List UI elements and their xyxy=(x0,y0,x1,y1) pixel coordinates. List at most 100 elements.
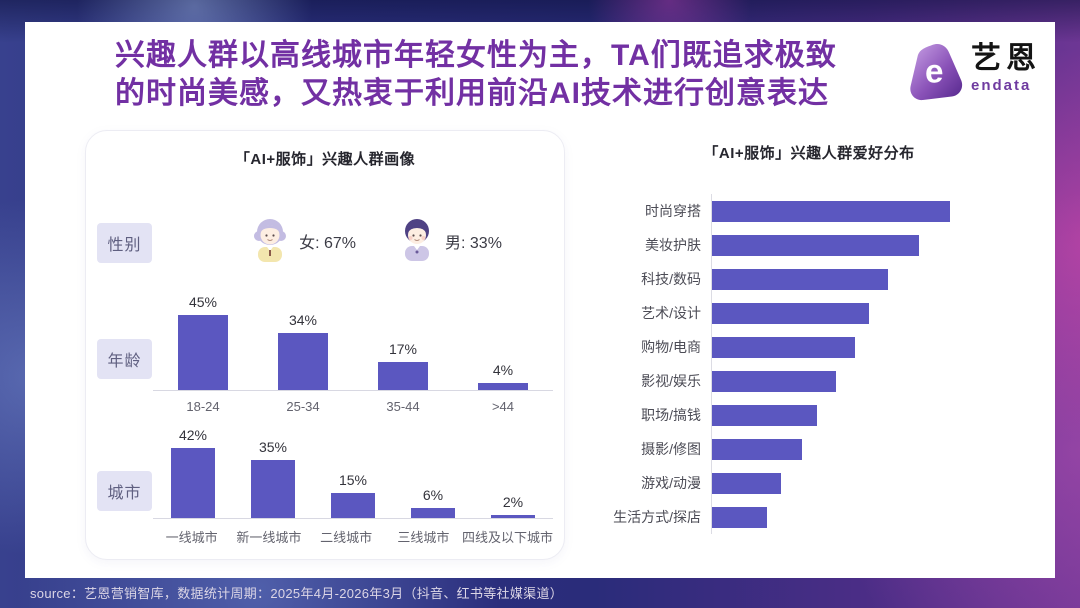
value-label: 17% xyxy=(388,340,418,357)
hobby-label: 购物/电商 xyxy=(641,339,701,355)
bar-column: 45% xyxy=(153,294,253,390)
gender-section-label: 性别 xyxy=(97,223,152,263)
bar xyxy=(712,404,817,426)
endata-logo-icon: e xyxy=(908,42,964,107)
male-percentage: 男: 33% xyxy=(445,235,502,252)
bar-column: 42% xyxy=(153,427,233,518)
bar xyxy=(712,472,782,494)
category-label: 二线城市 xyxy=(320,530,373,545)
bar xyxy=(712,200,950,222)
age-bar-chart: 45% 34% 17% 4% 18-24 25-34 35-44 >44 xyxy=(153,291,553,414)
category-label: 18-24 xyxy=(186,399,220,414)
age-section-label: 年龄 xyxy=(97,339,152,379)
bar-column: 17% xyxy=(353,341,453,390)
logo-cn-text: 艺恩 xyxy=(971,42,1041,75)
bar xyxy=(331,493,375,518)
city-section-label: 城市 xyxy=(97,471,152,511)
bar-column: 35% xyxy=(233,439,313,518)
hobby-label: 时尚穿搭 xyxy=(645,203,701,219)
bar xyxy=(478,383,528,390)
svg-text:e: e xyxy=(925,54,944,91)
hobby-row: 购物/电商 xyxy=(603,330,1055,364)
hobby-row: 科技/数码 xyxy=(603,262,1055,296)
hobby-label: 影视/娱乐 xyxy=(641,373,701,389)
page-title: 兴趣人群以高线城市年轻女性为主，TA们既追求极致 的时尚美感，又热衷于利用前沿A… xyxy=(115,37,837,113)
category-label: 一线城市 xyxy=(165,530,218,545)
bar-track xyxy=(711,398,1055,432)
bar xyxy=(171,448,215,518)
category-label: 三线城市 xyxy=(397,530,450,545)
category-labels: 18-24 25-34 35-44 >44 xyxy=(153,399,553,414)
value-label: 42% xyxy=(178,427,208,443)
bar xyxy=(712,370,836,392)
value-label: 4% xyxy=(492,362,514,379)
gender-stats-row: 女: 67% 男: 33% xyxy=(196,215,556,267)
hobby-label: 艺术/设计 xyxy=(641,305,701,321)
bar xyxy=(712,336,855,358)
category-label: 新一线城市 xyxy=(236,530,302,545)
hobby-label: 游戏/动漫 xyxy=(641,475,701,491)
bar-area: 45% 34% 17% 4% xyxy=(153,291,553,391)
persona-card-title: 「AI+服饰」兴趣人群画像 xyxy=(234,151,416,168)
persona-card: 「AI+服饰」兴趣人群画像 性别 年龄 城市 xyxy=(85,130,565,560)
category-label: 25-34 xyxy=(286,399,320,414)
bar-track xyxy=(711,500,1055,534)
bar xyxy=(712,234,920,256)
bar xyxy=(278,333,328,390)
value-label: 35% xyxy=(258,438,288,455)
page-title-line2: 的时尚美感，又热衷于利用前沿AI技术进行创意表达 xyxy=(115,77,829,110)
bar-track xyxy=(711,466,1055,500)
value-label: 6% xyxy=(422,487,444,503)
bar-column: 34% xyxy=(253,312,353,390)
hobby-row: 摄影/修图 xyxy=(603,432,1055,466)
category-label: >44 xyxy=(491,399,515,414)
category-label: 四线及以下城市 xyxy=(462,530,554,545)
value-label: 2% xyxy=(502,493,524,510)
value-label: 34% xyxy=(288,312,318,329)
hobby-row: 生活方式/探店 xyxy=(603,500,1055,534)
hobby-label: 美妆护肤 xyxy=(645,237,701,253)
hobby-row: 影视/娱乐 xyxy=(603,364,1055,398)
bar-column: 6% xyxy=(393,487,473,518)
hobby-label: 科技/数码 xyxy=(641,271,701,287)
bar xyxy=(712,302,870,324)
bar xyxy=(378,361,428,390)
male-avatar-icon xyxy=(398,217,436,266)
category-label: 35-44 xyxy=(386,399,420,414)
bar-track xyxy=(711,262,1055,296)
endata-logo-text: 艺恩 endata xyxy=(971,42,1041,94)
bar-column: 4% xyxy=(453,362,553,390)
slide-card: 兴趣人群以高线城市年轻女性为主，TA们既追求极致 的时尚美感，又热衷于利用前沿A… xyxy=(25,22,1055,578)
bar xyxy=(251,459,295,518)
bar xyxy=(712,268,889,290)
bar-area: 42% 35% 15% 6% 2% xyxy=(153,419,553,519)
hobby-row: 艺术/设计 xyxy=(603,296,1055,330)
bar-track xyxy=(711,330,1055,364)
hobby-row: 美妆护肤 xyxy=(603,228,1055,262)
bar xyxy=(491,514,535,518)
endata-logo: e 艺恩 endata xyxy=(908,42,1041,107)
hobby-chart: 「AI+服饰」兴趣人群爱好分布 时尚穿搭美妆护肤科技/数码艺术/设计购物/电商影… xyxy=(603,142,1055,534)
hobby-chart-title-bold: 爱好分布 xyxy=(852,145,915,162)
hobby-label: 职场/搞钱 xyxy=(641,407,701,423)
bar xyxy=(712,506,767,528)
bar-track xyxy=(711,296,1055,330)
hobby-chart-rows: 时尚穿搭美妆护肤科技/数码艺术/设计购物/电商影视/娱乐职场/搞钱摄影/修图游戏… xyxy=(603,194,1055,534)
hobby-label: 生活方式/探店 xyxy=(613,509,701,525)
source-note: source：艺恩营销智库，数据统计周期：2025年4月-2026年3月（抖音、… xyxy=(30,586,564,601)
bar-track xyxy=(711,194,1055,228)
hobby-row: 时尚穿搭 xyxy=(603,194,1055,228)
bar-track xyxy=(711,432,1055,466)
bar xyxy=(712,438,803,460)
bar-column: 2% xyxy=(473,494,553,518)
bar xyxy=(411,508,455,518)
hobby-row: 游戏/动漫 xyxy=(603,466,1055,500)
bar-column: 15% xyxy=(313,472,393,518)
bar-track xyxy=(711,228,1055,262)
logo-en-text: endata xyxy=(971,77,1032,94)
bar xyxy=(178,315,228,390)
value-label: 15% xyxy=(338,472,368,488)
hobby-chart-title: 「AI+服饰」兴趣人群爱好分布 xyxy=(603,142,1055,163)
female-percentage: 女: 67% xyxy=(299,235,356,252)
